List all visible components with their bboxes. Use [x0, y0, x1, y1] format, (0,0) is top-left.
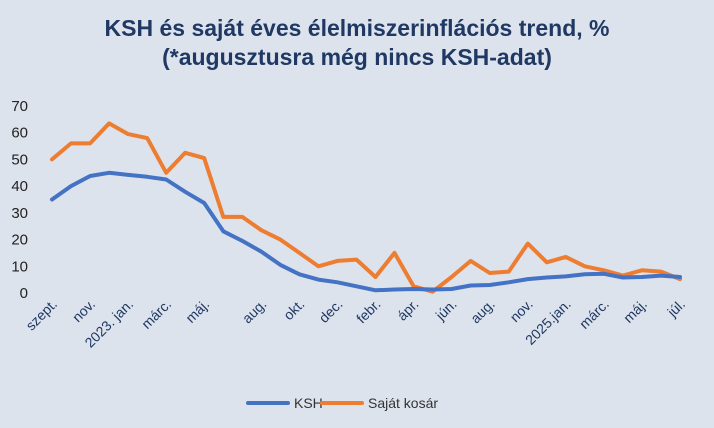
x-tick-label: okt. [280, 296, 307, 323]
y-tick-label: 20 [11, 232, 28, 249]
x-tick-label: jún. [432, 296, 460, 324]
y-axis: 0 10 20 30 40 50 60 70 [11, 98, 28, 302]
chart-title: KSH és saját éves élelmiszerinflációs tr… [104, 15, 610, 41]
y-tick-label: 0 [20, 285, 28, 302]
x-tick-label: máj. [182, 296, 212, 326]
legend-label: KSH [294, 395, 323, 411]
x-tick-label: ápr. [394, 296, 422, 324]
series-line-ksh [50, 170, 682, 293]
y-tick-label: 30 [11, 205, 28, 222]
x-tick-label: nov. [507, 296, 536, 325]
x-tick-label: szept. [22, 296, 60, 334]
y-tick-label: 10 [11, 258, 28, 275]
x-tick-label: aug. [239, 296, 270, 327]
x-tick-label: júl. [663, 296, 688, 321]
x-tick-label: aug. [467, 296, 498, 327]
legend-label: Saját kosár [368, 395, 438, 411]
y-tick-label: 70 [11, 98, 28, 115]
chart-subtitle: (*augusztusra még nincs KSH-adat) [162, 44, 552, 70]
y-tick-label: 50 [11, 151, 28, 168]
legend-item-sajat-kosar: Saját kosár [320, 395, 438, 411]
series-line-sajat-kosar [50, 121, 682, 294]
legend: KSH Saját kosár [246, 395, 438, 411]
series-lines [50, 121, 682, 294]
legend-item-ksh: KSH [246, 395, 323, 411]
x-tick-label: dec. [316, 296, 346, 326]
x-tick-label: nov. [69, 296, 98, 325]
x-axis: szept. nov.2023. jan. márc. máj. aug. okt. dec… [22, 296, 688, 351]
chart-title-block: KSH és saját éves élelmiszerinflációs tr… [0, 14, 714, 72]
y-tick-label: 40 [11, 178, 28, 195]
x-tick-label: márc. [138, 296, 174, 332]
x-tick-label: máj. [620, 296, 650, 326]
x-tick-label: febr. [353, 296, 384, 327]
x-tick-label: márc. [576, 296, 612, 332]
y-tick-label: 60 [11, 125, 28, 142]
